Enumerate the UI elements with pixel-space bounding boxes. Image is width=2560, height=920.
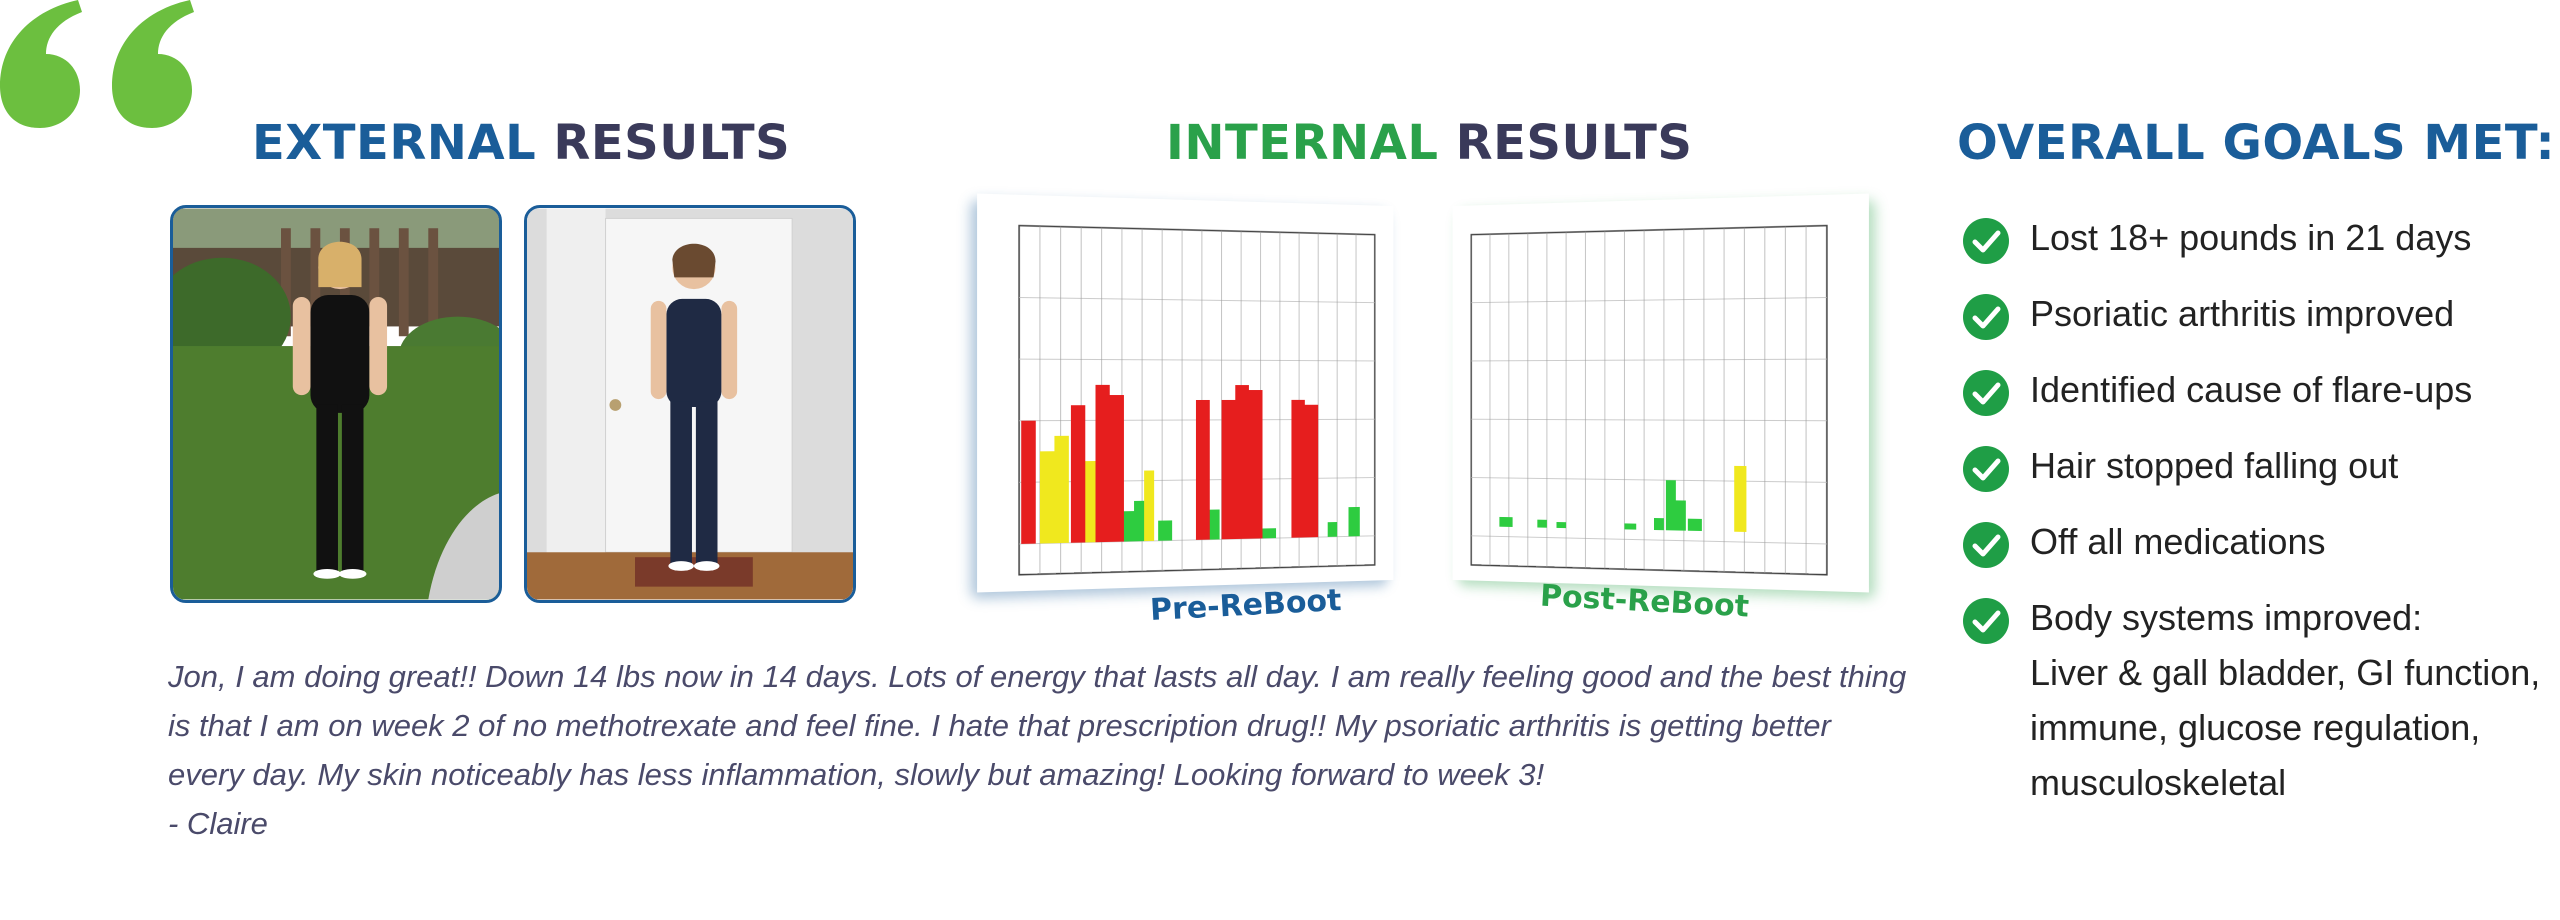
check-circle-icon xyxy=(1962,521,2010,569)
after-photo xyxy=(524,205,856,603)
goal-label: Hair stopped falling out xyxy=(2030,445,2398,486)
quote-mark-icon xyxy=(0,0,200,130)
goal-item: Body systems improved: Liver & gall blad… xyxy=(1962,590,2560,810)
testimonial-quote: Jon, I am doing great!! Down 14 lbs now … xyxy=(168,652,1908,848)
post-reboot-chart-graphic xyxy=(1453,194,1869,593)
goal-label: Identified cause of flare-ups xyxy=(2030,369,2472,410)
testimonial-author: - Claire xyxy=(168,799,1908,848)
pre-reboot-chart xyxy=(977,194,1393,593)
pre-reboot-chart-graphic xyxy=(977,194,1393,593)
goal-label: Lost 18+ pounds in 21 days xyxy=(2030,217,2471,258)
check-circle-icon xyxy=(1962,369,2010,417)
goal-item: Lost 18+ pounds in 21 days xyxy=(1962,210,2560,265)
goal-label: Psoriatic arthritis improved xyxy=(2030,293,2454,334)
goal-item: Hair stopped falling out xyxy=(1962,438,2560,493)
goal-item: Psoriatic arthritis improved xyxy=(1962,286,2560,341)
goal-label: Body systems improved: xyxy=(2030,597,2422,638)
pre-reboot-caption: Pre-ReBoot xyxy=(1149,583,1342,628)
external-results-heading: EXTERNAL RESULTS xyxy=(252,115,790,171)
overall-goals-heading: OVERALL GOALS MET: xyxy=(1957,115,2555,171)
post-reboot-chart xyxy=(1453,194,1869,593)
check-circle-icon xyxy=(1962,217,2010,265)
check-circle-icon xyxy=(1962,597,2010,645)
internal-results-heading: INTERNAL RESULTS xyxy=(1166,115,1692,171)
goal-label: Off all medications xyxy=(2030,521,2325,562)
check-circle-icon xyxy=(1962,445,2010,493)
goal-sublabel: Liver & gall bladder, GI function, immun… xyxy=(2030,645,2560,810)
testimonial-text: Jon, I am doing great!! Down 14 lbs now … xyxy=(168,652,1908,799)
goal-item: Off all medications xyxy=(1962,514,2560,569)
check-circle-icon xyxy=(1962,293,2010,341)
goals-list: Lost 18+ pounds in 21 days Psoriatic art… xyxy=(1962,210,2560,831)
goal-item: Identified cause of flare-ups xyxy=(1962,362,2560,417)
before-photo xyxy=(170,205,502,603)
